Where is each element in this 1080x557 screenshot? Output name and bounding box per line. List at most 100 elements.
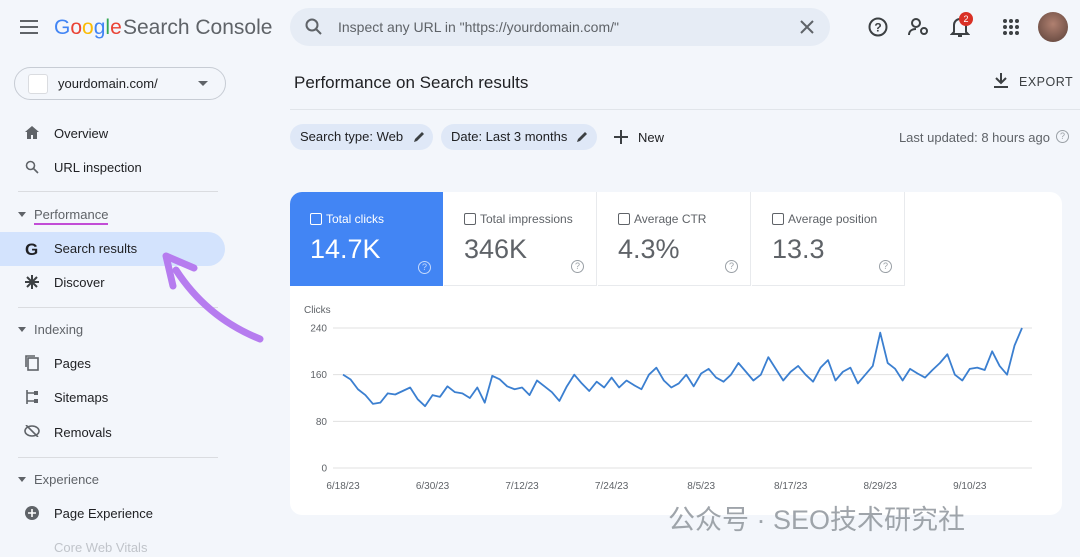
logo-letter: G [54, 16, 71, 39]
metric-tile[interactable]: Total impressions 346K ? [444, 192, 597, 286]
home-icon [25, 126, 39, 139]
nav-item[interactable]: Pages [54, 356, 91, 371]
search-nav-icon [25, 160, 39, 174]
checkbox[interactable] [772, 213, 784, 225]
svg-text:?: ? [874, 21, 881, 35]
new-filter-button[interactable]: New [638, 130, 665, 145]
checkbox[interactable] [618, 213, 630, 225]
divider [18, 307, 218, 308]
clear-icon[interactable] [800, 20, 814, 34]
metric-label: Total clicks [326, 212, 385, 226]
filter-label: Search type: Web [300, 129, 404, 144]
property-icon [28, 74, 48, 94]
nav-item[interactable]: Core Web Vitals [54, 540, 148, 555]
annotation-arrow [162, 252, 264, 343]
dropdown-icon [198, 81, 208, 86]
avatar[interactable] [1038, 12, 1068, 42]
logo-product: Search Console [123, 16, 273, 39]
menu-icon[interactable] [20, 18, 40, 36]
google-g-icon: G [25, 240, 39, 259]
x-tick-label: 6/30/23 [416, 481, 450, 492]
divider [290, 109, 1080, 110]
y-tick-label: 80 [316, 417, 328, 428]
filter-chip[interactable]: Search type: Web [290, 124, 433, 150]
help-icon[interactable]: ? [868, 17, 888, 37]
watermark: 公众号 · SEO技术研究社 [668, 505, 966, 535]
divider [18, 457, 218, 458]
x-tick-label: 7/12/23 [505, 481, 539, 492]
y-tick-label: 240 [310, 324, 327, 335]
last-updated: Last updated: 8 hours ago [898, 130, 1050, 145]
metric-value: 346K [464, 234, 528, 264]
x-tick-label: 8/17/23 [774, 481, 808, 492]
collapse-icon [18, 327, 26, 332]
filter-label: Date: Last 3 months [451, 129, 568, 144]
export-button[interactable]: EXPORT [1019, 75, 1074, 89]
help-icon[interactable]: ? [879, 260, 892, 273]
sitemaps-icon [26, 390, 38, 404]
notification-badge: 2 [959, 12, 973, 26]
nav-item[interactable]: Removals [54, 425, 112, 440]
y-tick-label: 0 [321, 464, 327, 475]
property-selector[interactable] [14, 67, 226, 100]
x-tick-label: 9/10/23 [953, 481, 987, 492]
metric-value: 13.3 [772, 234, 825, 264]
metric-value: 14.7K [310, 234, 381, 264]
collapse-icon [18, 477, 26, 482]
discover-icon [25, 275, 39, 289]
add-icon [614, 130, 628, 144]
filter-chip[interactable]: Date: Last 3 months [441, 124, 597, 150]
page-experience-icon [25, 506, 39, 520]
help-icon[interactable]: ? [571, 260, 584, 273]
y-tick-label: 160 [310, 370, 327, 381]
metric-tile[interactable]: Average position 13.3 ? [752, 192, 905, 286]
metric-label: Total impressions [480, 212, 573, 226]
section-title[interactable]: Experience [34, 472, 100, 487]
checkbox[interactable] [464, 213, 476, 225]
removals-icon [24, 425, 40, 437]
property-name: yourdomain.com/ [58, 76, 158, 91]
logo-letter: l [105, 16, 111, 39]
edit-icon [577, 132, 587, 142]
x-tick-label: 8/5/23 [687, 481, 715, 492]
nav-item[interactable]: Search results [54, 241, 138, 256]
section-title[interactable]: Indexing [34, 322, 84, 337]
x-tick-label: 6/18/23 [326, 481, 360, 492]
page-title: Performance on Search results [294, 73, 529, 92]
collapse-icon [18, 212, 26, 217]
edit-icon [414, 132, 424, 142]
export-icon [994, 73, 1008, 88]
clicks-line [342, 327, 1023, 408]
apps-icon[interactable] [1003, 19, 1019, 35]
clicks-chart: Clicks 0 80 160 240 6/18/23 6/30/23 7/12/23 7/2… [304, 305, 1032, 492]
help-icon[interactable]: ? [1056, 130, 1069, 143]
metric-tile[interactable]: Average CTR 4.3% ? [598, 192, 751, 286]
logo-letter: e [110, 16, 122, 39]
x-tick-label: 7/24/23 [595, 481, 629, 492]
nav-item[interactable]: Page Experience [54, 506, 154, 521]
help-icon[interactable]: ? [418, 261, 431, 274]
metric-label: Average position [788, 212, 878, 226]
nav-item[interactable]: Overview [54, 126, 109, 141]
account-settings-icon[interactable] [908, 17, 930, 37]
nav-item[interactable]: Discover [54, 275, 105, 290]
pages-icon [25, 355, 39, 371]
checkbox-checked[interactable] [310, 213, 322, 225]
nav-item[interactable]: Sitemaps [54, 390, 109, 405]
logo-letter: o [82, 16, 94, 39]
search-box[interactable] [290, 8, 830, 46]
metric-tile[interactable]: Total clicks 14.7K ? [290, 192, 443, 286]
search-placeholder: Inspect any URL in "https://yourdomain.c… [338, 19, 619, 35]
y-axis-label: Clicks [304, 305, 331, 316]
logo-brand: Google [54, 16, 122, 40]
logo-letter: o [70, 16, 83, 39]
search-icon [305, 18, 322, 35]
nav-item[interactable]: URL inspection [54, 160, 142, 175]
logo-letter: g [93, 16, 106, 39]
help-icon[interactable]: ? [725, 260, 738, 273]
section-title[interactable]: Performance [34, 207, 109, 225]
divider [18, 191, 218, 192]
metric-value: 4.3% [618, 234, 680, 264]
